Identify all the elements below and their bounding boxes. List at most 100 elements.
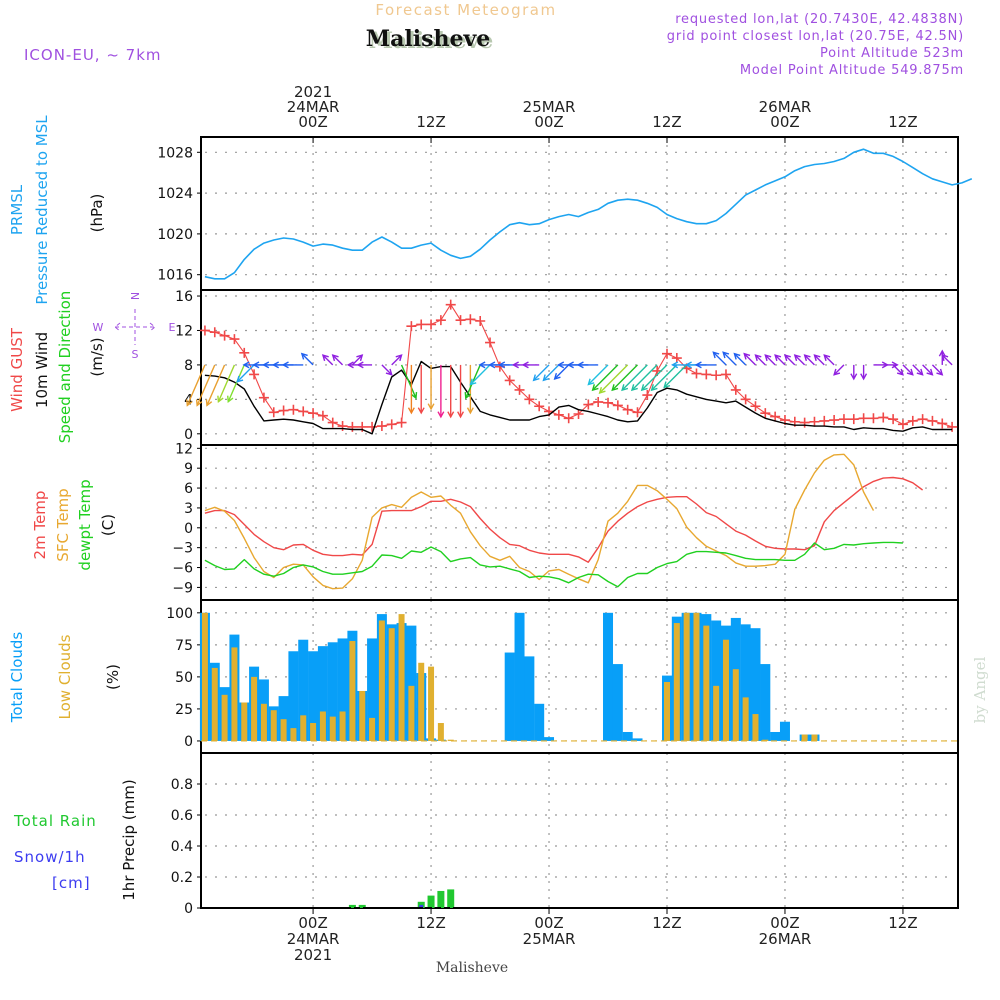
bottom-time-label: 12Z [888, 914, 917, 932]
wind-arrow-head [743, 352, 751, 360]
total-clouds-bar [514, 612, 525, 741]
top-time-label: 2021 [294, 83, 332, 101]
gust-marker [376, 421, 387, 432]
wind-arrow-shaft [196, 364, 216, 406]
bottom-time-label: 00Z [534, 914, 563, 932]
gust-marker [514, 384, 525, 395]
y-tick-label: 25 [175, 702, 193, 718]
gust-marker [386, 419, 397, 430]
wind-arrow-head [262, 361, 270, 369]
wind-arrow-head [813, 354, 821, 362]
low-clouds-bar [300, 715, 307, 741]
wind-arrow-head [936, 368, 944, 376]
y-tick-label: 8 [184, 358, 193, 374]
gust-marker [770, 411, 781, 422]
compass-east: E [169, 321, 176, 334]
total-clouds-bar [612, 664, 623, 741]
total-clouds-bar [406, 625, 417, 741]
wind-arrow [521, 361, 540, 369]
wind-arrow [611, 364, 638, 392]
wind-arrow [217, 364, 236, 404]
y-tick-label: 1024 [157, 186, 193, 202]
wind-arrow-head [712, 351, 720, 359]
wind-arrow-shaft [542, 364, 560, 381]
wind-arrow [236, 364, 255, 383]
bottom-time-label: 12Z [652, 914, 681, 932]
wind-arrow [722, 351, 737, 366]
total-clouds-bar [504, 652, 515, 741]
wind-arrow [542, 364, 560, 382]
wind-arrow-shaft [733, 353, 747, 366]
wind-arrow-head [542, 374, 550, 382]
wind-arrow-head [395, 354, 403, 362]
wind-arrow-head [466, 407, 474, 415]
wind-arrow [892, 364, 904, 376]
gust-marker [426, 319, 437, 330]
wind-arrow-shaft [651, 364, 678, 391]
panel-background [201, 753, 958, 908]
wind-arrow-head [356, 354, 364, 362]
gust-marker [445, 299, 456, 310]
gust-marker [720, 369, 731, 380]
sfc-temp-label: SFC Temp [54, 488, 72, 561]
wind-arrow-shaft [774, 354, 786, 366]
low-clouds-bar [378, 620, 385, 741]
location-info-line: Model Point Altitude 549.875m [740, 63, 964, 78]
bottom-time-label: 25MAR [523, 930, 576, 948]
total-clouds-bar [622, 731, 633, 741]
wind-arrow-shaft [381, 364, 393, 376]
y-tick-label: 0 [184, 521, 193, 537]
wind-arrow-shaft [186, 364, 206, 406]
wind-arrow [437, 364, 445, 419]
wind-arrow-head [331, 354, 339, 362]
wind-arrow [833, 364, 845, 376]
wind-arrow-shaft [641, 364, 668, 391]
wind-arrow-head [242, 361, 250, 369]
compass-rose: N S W E [93, 292, 176, 361]
top-time-label: 00Z [770, 113, 799, 131]
wind-arrow [754, 354, 766, 366]
low-clouds-bar [752, 714, 759, 741]
total-clouds-bar [544, 737, 555, 741]
wind-arrow-shaft [804, 354, 815, 366]
clouds-unit: (%) [104, 664, 122, 690]
wind-arrow [587, 364, 609, 386]
gust-marker [298, 406, 309, 417]
top-time-label: 26MAR [759, 98, 812, 116]
wind-arrow-shaft [217, 364, 236, 402]
total-clouds-label: Total Clouds [8, 632, 26, 724]
wind-arrow-head [576, 361, 584, 369]
wind-arrow-head [532, 374, 540, 382]
wind-arrow-head [663, 381, 671, 389]
gust-marker [661, 348, 672, 359]
wind-arrow-head [640, 384, 648, 392]
gust-marker [524, 394, 535, 405]
gust-marker [563, 413, 574, 424]
dewpoint-line [204, 541, 903, 588]
total-clouds-bar [760, 664, 771, 741]
gust-marker [317, 410, 328, 421]
wind-arrow-shaft [743, 353, 756, 366]
wind-arrow-shaft [322, 354, 334, 366]
low-clouds-bar [801, 734, 808, 741]
wind-arrow-head [916, 368, 924, 376]
wind-arrow [427, 364, 435, 411]
wind-arrow-head [823, 354, 831, 362]
wind-arrow-head [271, 361, 280, 369]
gust-marker [199, 325, 210, 336]
bottom-time-label: 24MAR [287, 930, 340, 948]
gust-marker [337, 421, 348, 432]
wind-arrow-head [437, 411, 445, 419]
wind-arrow [663, 364, 688, 389]
low-clouds-bar [408, 685, 415, 741]
wind-arrow [931, 364, 944, 376]
y-tick-label: 12 [175, 323, 193, 339]
low-clouds-bar [811, 734, 818, 741]
total-clouds-bar [750, 628, 761, 741]
low-clouds-bar [713, 685, 720, 741]
gust-marker [593, 396, 604, 407]
wind-arrow [938, 349, 946, 365]
wind-arrow [553, 364, 570, 380]
low-clouds-bar [211, 667, 218, 741]
total-clouds-bar [603, 612, 614, 741]
